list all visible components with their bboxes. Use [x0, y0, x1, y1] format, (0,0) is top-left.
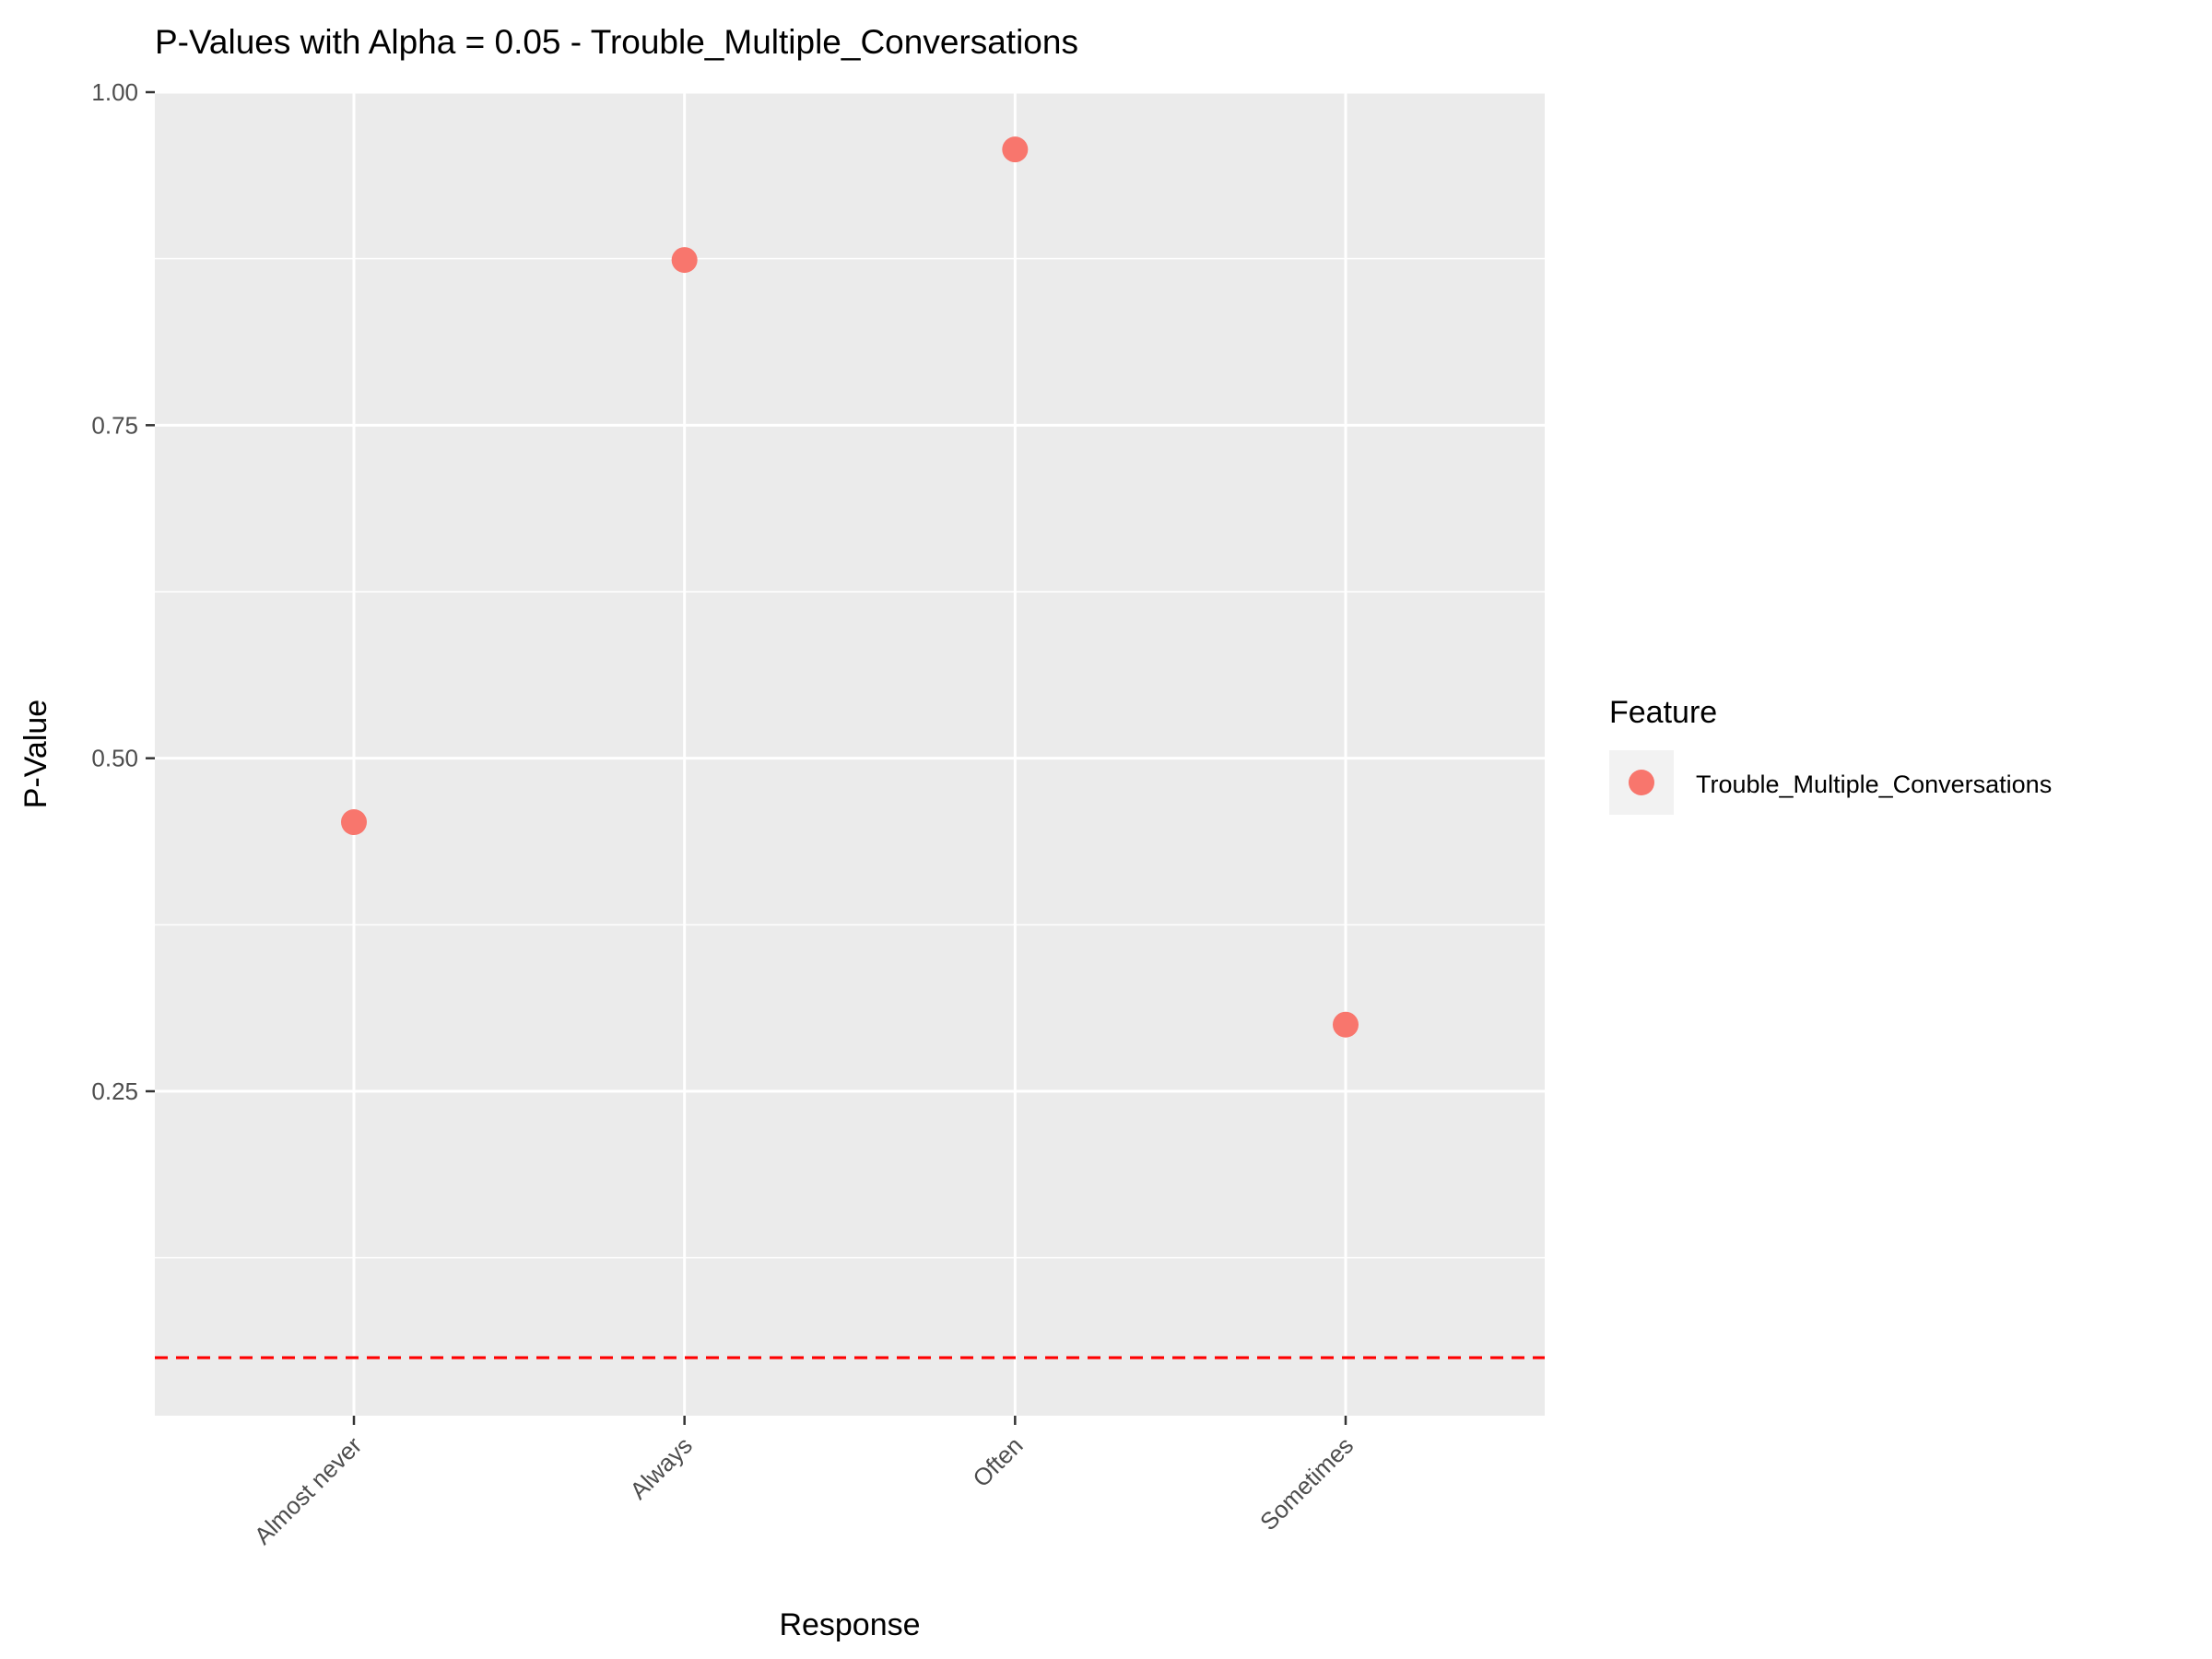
- legend-title: Feature: [1609, 695, 1717, 730]
- x-tick-label: Sometimes: [1254, 1431, 1359, 1535]
- minor-grid: [155, 257, 1545, 1259]
- legend-label: Trouble_Multiple_Conversations: [1696, 771, 2052, 798]
- x-tick-label: Almost never: [249, 1431, 368, 1550]
- x-axis: Almost never Always Often Sometimes: [249, 1416, 1359, 1550]
- x-tick-label: Always: [624, 1431, 697, 1504]
- data-points: [341, 136, 1359, 1038]
- data-point: [671, 247, 698, 274]
- legend-point-marker: [1629, 770, 1654, 795]
- data-point: [1333, 1011, 1359, 1038]
- y-tick-label: 0.75: [91, 411, 138, 439]
- y-tick-label: 0.50: [91, 745, 138, 772]
- legend: Feature Trouble_Multiple_Conversations: [1609, 695, 2052, 815]
- plot-panel: [155, 92, 1545, 1416]
- data-point: [1002, 136, 1029, 163]
- y-axis: 0.25 0.50 0.75 1.00: [91, 78, 155, 1105]
- x-tick-label: Often: [967, 1431, 1028, 1492]
- y-axis-title: P-Value: [18, 700, 53, 808]
- major-grid: [155, 90, 1545, 1416]
- y-tick-label: 1.00: [91, 78, 138, 106]
- chart-title: P-Values with Alpha = 0.05 - Trouble_Mul…: [155, 23, 1078, 61]
- x-axis-title: Response: [779, 1607, 920, 1642]
- y-tick-label: 0.25: [91, 1077, 138, 1105]
- data-point: [341, 809, 367, 836]
